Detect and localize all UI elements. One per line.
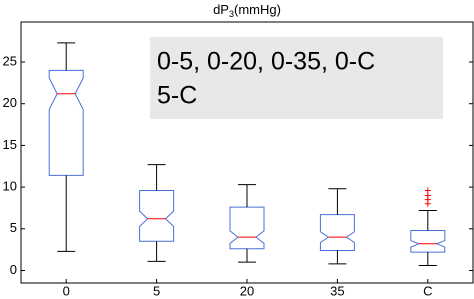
x-tick-label: 0 (63, 283, 70, 298)
y-tick-label: 10 (3, 179, 17, 194)
title-main: dP (213, 2, 229, 17)
box (410, 229, 446, 253)
title-suffix: (mmHg) (234, 2, 281, 17)
box (229, 206, 265, 250)
y-tick-label: 5 (10, 220, 17, 235)
y-tick-label: 20 (3, 95, 17, 110)
box (139, 189, 175, 242)
title-subscript: 3 (229, 9, 234, 19)
box (48, 69, 84, 176)
x-tick-label: C (423, 283, 432, 298)
y-tick-label: 25 (3, 53, 17, 68)
annotation-box (150, 37, 443, 119)
outlier (424, 192, 431, 199)
chart-title: dP3(mmHg) (213, 2, 281, 19)
x-tick-label: 5 (153, 283, 160, 298)
outlier (424, 187, 431, 194)
y-tick-label: 15 (3, 137, 17, 152)
box (319, 214, 355, 251)
y-tick-label: 0 (10, 262, 17, 277)
x-tick-label: 35 (330, 283, 344, 298)
x-tick-label: 20 (240, 283, 254, 298)
annotation-line: 0-5, 0-20, 0-35, 0-C (157, 48, 375, 76)
annotation-line: 5-C (157, 82, 197, 110)
